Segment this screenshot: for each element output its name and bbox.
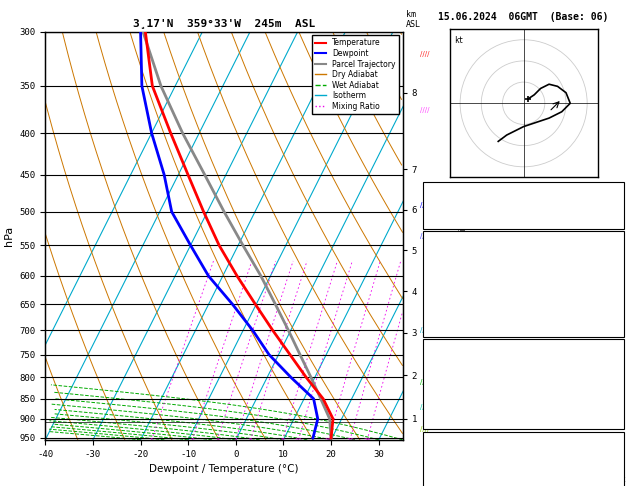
Text: 275: 275	[605, 463, 620, 471]
Text: ////: ////	[420, 379, 430, 385]
Text: CIN (J): CIN (J)	[428, 325, 462, 333]
Text: © weatheronline.co.uk: © weatheronline.co.uk	[538, 474, 626, 484]
Text: 19.8: 19.8	[600, 247, 620, 256]
Text: ////: ////	[420, 426, 430, 432]
Text: km
ASL: km ASL	[406, 10, 421, 29]
Text: 245°: 245°	[600, 478, 620, 486]
Text: 25: 25	[364, 438, 371, 443]
Text: Temp (°C): Temp (°C)	[428, 247, 472, 256]
Text: 10: 10	[294, 438, 303, 443]
Text: 329: 329	[605, 370, 620, 379]
Text: K: K	[428, 186, 433, 194]
Text: 18: 18	[610, 186, 620, 194]
Text: 327: 327	[605, 278, 620, 287]
Text: θₑ(K): θₑ(K)	[428, 278, 452, 287]
Text: PW (cm): PW (cm)	[428, 217, 462, 226]
Text: Surface: Surface	[505, 233, 542, 242]
Text: 0: 0	[615, 309, 620, 318]
Text: 40: 40	[610, 201, 620, 210]
Text: 8: 8	[281, 438, 284, 443]
Text: EH: EH	[428, 447, 438, 456]
Text: 1: 1	[150, 438, 153, 443]
Text: Lifted Index: Lifted Index	[428, 294, 486, 302]
X-axis label: Dewpoint / Temperature (°C): Dewpoint / Temperature (°C)	[149, 464, 299, 474]
Text: 15.06.2024  06GMT  (Base: 06): 15.06.2024 06GMT (Base: 06)	[438, 12, 609, 22]
Text: 15: 15	[325, 438, 332, 443]
Text: Pressure (mb): Pressure (mb)	[428, 355, 491, 364]
Text: LCL: LCL	[528, 417, 543, 427]
Legend: Temperature, Dewpoint, Parcel Trajectory, Dry Adiabat, Wet Adiabat, Isotherm, Mi: Temperature, Dewpoint, Parcel Trajectory…	[311, 35, 399, 114]
Text: Totals Totals: Totals Totals	[428, 201, 491, 210]
Title: 3¸17'N  359°33'W  245m  ASL: 3¸17'N 359°33'W 245m ASL	[133, 18, 315, 28]
Text: 2.51: 2.51	[600, 217, 620, 226]
Text: ////: ////	[420, 232, 430, 239]
Text: Most Unstable: Most Unstable	[489, 341, 558, 350]
Y-axis label: Mixing Ratio (g/kg): Mixing Ratio (g/kg)	[459, 193, 467, 278]
Text: SREH: SREH	[428, 463, 447, 471]
Y-axis label: hPa: hPa	[4, 226, 14, 246]
Text: ////: ////	[420, 202, 430, 208]
Text: ////: ////	[420, 52, 430, 57]
Text: 173: 173	[605, 447, 620, 456]
Text: 5: 5	[248, 438, 252, 443]
Text: 4: 4	[234, 438, 238, 443]
Text: 0: 0	[615, 294, 620, 302]
Text: 0: 0	[615, 325, 620, 333]
Text: CAPE (J): CAPE (J)	[428, 401, 467, 410]
Text: ////: ////	[420, 404, 430, 410]
Text: 0: 0	[615, 386, 620, 395]
Text: ////: ////	[420, 107, 430, 113]
Text: 31: 31	[610, 417, 620, 426]
Text: 700: 700	[605, 355, 620, 364]
Text: kt: kt	[454, 35, 463, 45]
Text: Dewp (°C): Dewp (°C)	[428, 262, 472, 271]
Text: 16: 16	[610, 262, 620, 271]
Text: 41: 41	[610, 401, 620, 410]
Text: 20: 20	[346, 438, 354, 443]
Text: CAPE (J): CAPE (J)	[428, 309, 467, 318]
Text: StmDir: StmDir	[428, 478, 457, 486]
Text: CIN (J): CIN (J)	[428, 417, 462, 426]
Text: θₑ (K): θₑ (K)	[428, 370, 457, 379]
Text: ////: ////	[420, 327, 430, 333]
Text: 3: 3	[215, 438, 220, 443]
Text: Hodograph: Hodograph	[500, 433, 547, 442]
Text: 2: 2	[190, 438, 194, 443]
Text: Lifted Index: Lifted Index	[428, 386, 486, 395]
